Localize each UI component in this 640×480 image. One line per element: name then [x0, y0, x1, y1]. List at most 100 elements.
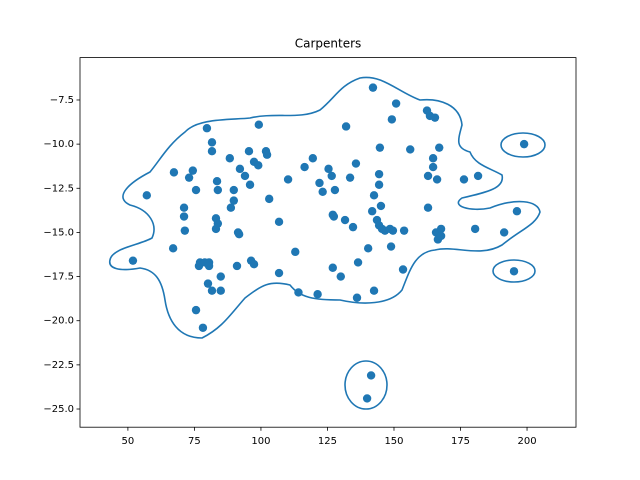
- point: [376, 201, 386, 211]
- point: [188, 166, 198, 175]
- point: [369, 191, 379, 200]
- x-tick-label: 75: [188, 436, 201, 447]
- point: [352, 293, 362, 302]
- point: [328, 263, 337, 272]
- point: [324, 164, 333, 174]
- point: [203, 279, 213, 288]
- point: [234, 229, 244, 239]
- point: [353, 258, 363, 267]
- contour-island: [500, 132, 546, 158]
- y-tick-label: −15.0: [43, 227, 74, 238]
- point: [315, 178, 324, 188]
- y-tick-label: −12.5: [43, 183, 74, 194]
- point: [211, 224, 221, 234]
- point: [191, 305, 201, 315]
- point: [519, 139, 529, 149]
- point: [213, 185, 223, 195]
- point: [240, 171, 250, 181]
- point: [387, 115, 397, 124]
- point: [428, 162, 438, 172]
- point: [369, 286, 379, 295]
- point: [313, 290, 322, 299]
- point: [291, 247, 300, 257]
- point: [283, 175, 293, 184]
- y-tick-label: −10.0: [43, 139, 74, 150]
- point: [367, 207, 377, 216]
- point: [512, 207, 522, 216]
- point: [459, 175, 469, 184]
- point: [254, 120, 264, 129]
- point: [388, 226, 398, 235]
- x-tick-label: 150: [384, 436, 403, 447]
- point: [235, 164, 245, 174]
- y-tick-label: −20.0: [43, 316, 74, 327]
- y-tick-label: −7.5: [50, 95, 74, 106]
- point: [225, 154, 235, 163]
- point: [254, 161, 263, 170]
- point: [168, 244, 178, 253]
- point: [245, 180, 255, 189]
- point: [264, 194, 274, 204]
- point: [351, 159, 361, 168]
- x-tick-label: 200: [517, 436, 536, 447]
- point: [226, 203, 236, 212]
- point: [198, 323, 208, 332]
- point: [423, 203, 433, 212]
- point: [207, 286, 217, 295]
- point: [436, 224, 446, 234]
- point: [207, 138, 217, 147]
- point: [142, 191, 151, 200]
- x-tick-label: 100: [251, 436, 270, 447]
- point: [399, 226, 409, 235]
- point: [362, 394, 372, 403]
- point: [262, 150, 272, 159]
- contour-island: [492, 259, 536, 283]
- y-tick-label: −17.5: [43, 272, 74, 283]
- contour-main: [109, 76, 541, 339]
- point: [179, 212, 189, 221]
- point: [366, 371, 376, 380]
- point: [428, 154, 438, 163]
- point: [435, 143, 444, 152]
- point: [294, 288, 303, 297]
- point: [327, 171, 336, 181]
- point: [330, 185, 340, 195]
- point: [207, 146, 217, 156]
- point: [336, 272, 345, 281]
- point: [375, 143, 385, 152]
- point: [386, 242, 396, 251]
- point: [128, 256, 138, 265]
- point: [341, 122, 351, 131]
- point: [216, 272, 225, 281]
- point: [436, 231, 446, 241]
- y-tick-label: −25.0: [43, 404, 74, 415]
- point: [432, 175, 442, 184]
- density-contour: [109, 76, 546, 410]
- plot-frame: [79, 57, 577, 428]
- point: [229, 196, 239, 205]
- point: [232, 261, 242, 271]
- point: [180, 226, 190, 235]
- point: [473, 171, 483, 181]
- point: [423, 171, 433, 181]
- point: [406, 145, 415, 154]
- point: [368, 83, 378, 92]
- point: [179, 203, 189, 212]
- point: [300, 162, 309, 172]
- point: [398, 265, 408, 274]
- point: [244, 146, 254, 156]
- point: [329, 212, 339, 221]
- point: [374, 169, 384, 179]
- point: [202, 124, 212, 133]
- point: [212, 177, 222, 186]
- chart-title: Carpenters: [295, 37, 362, 51]
- point: [509, 267, 519, 276]
- point: [184, 173, 194, 182]
- point: [216, 286, 225, 295]
- point: [318, 187, 327, 197]
- point: [274, 268, 284, 278]
- point: [204, 261, 214, 271]
